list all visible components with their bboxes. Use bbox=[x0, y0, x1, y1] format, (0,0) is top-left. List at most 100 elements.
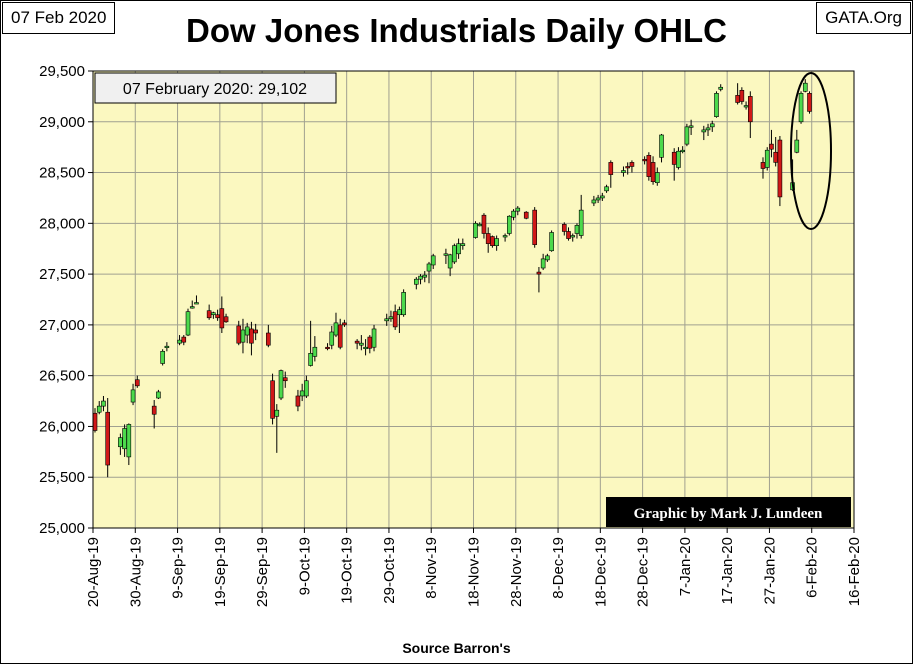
bar-body bbox=[807, 93, 812, 112]
bar-body bbox=[223, 316, 229, 323]
ohlc-bar bbox=[359, 335, 364, 351]
ohlc-bar bbox=[308, 320, 313, 367]
bar-body bbox=[388, 316, 394, 320]
bar-body bbox=[676, 150, 681, 168]
ohlc-bar bbox=[211, 311, 216, 319]
bar-body bbox=[354, 340, 360, 344]
ohlc-bar bbox=[523, 211, 529, 220]
ohlc-bar bbox=[629, 160, 635, 173]
ohlc-bar bbox=[764, 147, 770, 171]
ohlc-bar bbox=[266, 324, 271, 348]
x-tick-label: 7-Jan-20 bbox=[677, 537, 694, 596]
bar-body bbox=[764, 149, 770, 168]
bar-body bbox=[92, 412, 98, 431]
x-tick-label: 20-Aug-19 bbox=[85, 537, 102, 607]
bar-body bbox=[523, 211, 529, 219]
bar-body bbox=[735, 95, 740, 103]
bar-body bbox=[414, 278, 419, 285]
bar-body bbox=[443, 253, 449, 256]
x-tick-label: 8-Dec-19 bbox=[550, 537, 567, 599]
x-tick-label: 9-Sep-19 bbox=[170, 537, 187, 599]
ohlc-bar bbox=[777, 135, 783, 207]
ohlc-bar bbox=[156, 389, 161, 400]
ohlc-bar bbox=[515, 206, 521, 216]
bar-body bbox=[777, 139, 783, 198]
ohlc-bar bbox=[654, 167, 660, 186]
x-tick-label: 16-Feb-20 bbox=[846, 537, 863, 606]
x-tick-label: 29-Oct-19 bbox=[381, 537, 398, 604]
bar-body bbox=[604, 186, 609, 192]
ohlc-bar bbox=[134, 375, 140, 388]
x-tick-label: 19-Oct-19 bbox=[339, 537, 356, 604]
bar-body bbox=[304, 380, 309, 397]
ohlc-bar bbox=[769, 129, 774, 158]
bar-body bbox=[574, 225, 580, 234]
bar-body bbox=[659, 134, 664, 158]
ohlc-bar bbox=[282, 371, 288, 388]
bar-body bbox=[371, 328, 377, 348]
bar-body bbox=[219, 308, 225, 329]
ohlc-bar bbox=[401, 289, 406, 317]
bar-body bbox=[769, 143, 774, 150]
last-value-box: 07 February 2020: 29,102 bbox=[94, 72, 337, 104]
bar-body bbox=[312, 346, 318, 357]
bar-body bbox=[325, 346, 330, 350]
ohlc-bar bbox=[532, 207, 537, 248]
y-tick-label: 25,000 bbox=[39, 520, 85, 537]
site-label: GATA.Org bbox=[816, 2, 911, 34]
y-tick-label: 26,500 bbox=[39, 368, 85, 385]
ohlc-bar bbox=[189, 300, 195, 309]
bar-body bbox=[359, 342, 364, 346]
bar-body bbox=[430, 255, 436, 266]
bar-body bbox=[253, 329, 258, 334]
ohlc-bars bbox=[92, 79, 812, 478]
credit-label: Graphic by Mark J. Lundeen bbox=[634, 506, 823, 522]
bar-body bbox=[494, 238, 499, 246]
ohlc-bar bbox=[460, 238, 466, 250]
bar-body bbox=[650, 162, 656, 182]
ohlc-bar bbox=[570, 233, 576, 242]
bar-body bbox=[545, 255, 550, 261]
ohlc-bar bbox=[549, 230, 554, 252]
ohlc-bar bbox=[802, 79, 808, 93]
bar-body bbox=[337, 324, 343, 348]
ohlc-bar bbox=[490, 235, 495, 248]
ohlc-bar bbox=[561, 222, 567, 236]
ohlc-bar bbox=[481, 213, 487, 239]
bar-body bbox=[578, 209, 584, 236]
bar-body bbox=[507, 215, 512, 234]
bar-body bbox=[629, 162, 635, 167]
bar-body bbox=[502, 235, 508, 238]
ohlc-bar bbox=[392, 304, 398, 330]
bar-body bbox=[802, 82, 808, 92]
bar-body bbox=[105, 411, 110, 466]
ohlc-bar bbox=[101, 395, 106, 412]
ohlc-bar bbox=[705, 123, 711, 136]
bar-body bbox=[426, 263, 432, 272]
y-tick-label: 29,500 bbox=[39, 63, 85, 80]
ohlc-bar bbox=[278, 369, 284, 401]
bar-body bbox=[608, 162, 614, 175]
bar-body bbox=[240, 329, 246, 343]
bar-body bbox=[164, 345, 170, 349]
ohlc-bar bbox=[739, 87, 745, 105]
ohlc-bar bbox=[430, 253, 436, 270]
bar-body bbox=[189, 306, 195, 309]
bar-body bbox=[101, 400, 106, 407]
bar-body bbox=[540, 258, 546, 269]
x-tick-label: 29-Sep-19 bbox=[254, 537, 271, 607]
bar-body bbox=[743, 105, 749, 108]
bar-body bbox=[671, 151, 677, 165]
ohlc-bar bbox=[684, 123, 690, 147]
bar-body bbox=[566, 231, 571, 239]
bar-body bbox=[591, 199, 597, 204]
x-tick-label: 18-Dec-19 bbox=[592, 537, 609, 607]
ohlc-bar bbox=[270, 373, 275, 425]
x-tick-label: 27-Jan-20 bbox=[761, 537, 778, 605]
last-value-label: 07 February 2020: 29,102 bbox=[123, 81, 307, 98]
bar-body bbox=[134, 379, 140, 387]
ohlc-bar bbox=[126, 423, 132, 466]
ohlc-bar bbox=[371, 324, 377, 352]
ohlc-bar bbox=[608, 160, 614, 188]
